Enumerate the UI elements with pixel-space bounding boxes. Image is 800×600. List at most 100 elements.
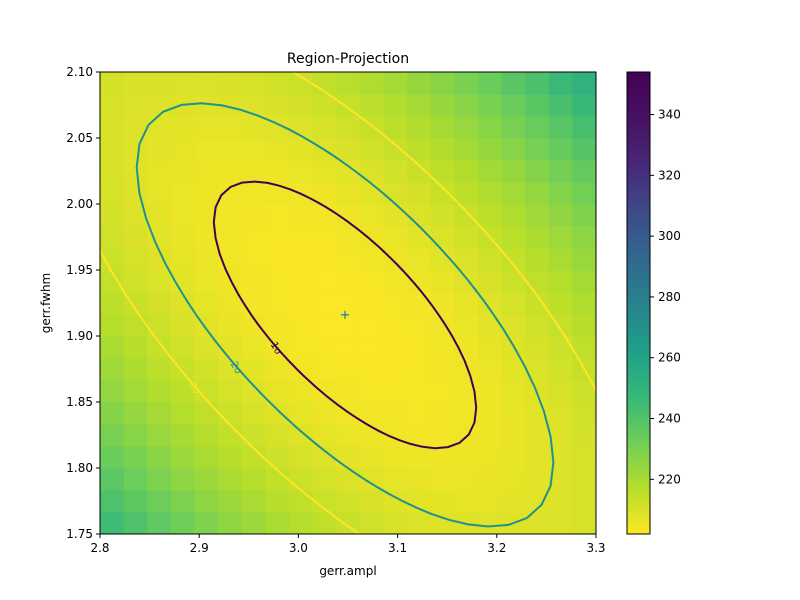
heatmap-cell — [218, 490, 243, 513]
heatmap-cell — [194, 292, 219, 315]
heatmap-cell — [241, 138, 266, 161]
heatmap-cell — [407, 204, 432, 227]
heatmap-cell — [501, 314, 526, 337]
heatmap-cell — [265, 490, 290, 513]
heatmap-cell — [477, 248, 503, 271]
heatmap-cell — [501, 182, 526, 205]
heatmap-cell — [430, 138, 455, 161]
heatmap-cell — [359, 204, 385, 227]
heatmap-cell — [336, 512, 361, 534]
heatmap-cell — [123, 138, 148, 161]
heatmap-cell — [572, 248, 596, 271]
heatmap-cell — [548, 380, 573, 403]
heatmap-cell — [477, 182, 503, 205]
heatmap-cell — [572, 424, 596, 447]
heatmap-cell — [170, 138, 196, 161]
heatmap-cell — [454, 116, 479, 139]
heatmap-cell — [572, 270, 596, 293]
heatmap-cell — [218, 512, 243, 534]
y-axis-ticks: 1.75 1.80 1.85 1.90 1.95 2.00 2.05 2.10 — [66, 65, 100, 541]
heatmap-cell — [383, 292, 408, 315]
heatmap-cell — [572, 446, 596, 469]
heatmap-cell — [123, 204, 148, 227]
heatmap-cell — [430, 358, 455, 381]
heatmap-cell — [454, 226, 479, 249]
heatmap-cell — [477, 490, 503, 513]
heatmap-cell — [218, 270, 243, 293]
heatmap-cell — [572, 72, 596, 95]
heatmap-cell — [241, 446, 266, 469]
heatmap-cell — [218, 314, 243, 337]
heatmap-cell — [265, 248, 290, 271]
heatmap-cell — [477, 468, 503, 491]
heatmap-cell — [430, 226, 455, 249]
heatmap-cell — [477, 138, 503, 161]
heatmap-cell — [407, 424, 432, 447]
heatmap-cell — [123, 446, 148, 469]
heatmap-cell — [147, 512, 172, 534]
heatmap-cell — [194, 358, 219, 381]
heatmap-cell — [407, 314, 432, 337]
heatmap-cell — [288, 138, 314, 161]
heatmap-cell — [288, 380, 314, 403]
heatmap-cell — [336, 424, 361, 447]
heatmap-cell — [336, 160, 361, 183]
heatmap-cell — [170, 380, 196, 403]
heatmap-cell — [336, 94, 361, 117]
heatmap-cell — [359, 336, 385, 359]
heatmap-cell — [100, 512, 125, 534]
heatmap-cell — [123, 182, 148, 205]
heatmap-cell — [241, 512, 266, 534]
heatmap-cell — [572, 468, 596, 491]
heatmap-cell — [194, 402, 219, 425]
x-tick-label: 3.3 — [586, 541, 605, 555]
heatmap-cell — [147, 424, 172, 447]
heatmap-cell — [100, 94, 125, 117]
heatmap-cell — [265, 160, 290, 183]
heatmap-cell — [100, 490, 125, 513]
heatmap-cell — [170, 248, 196, 271]
heatmap-cell — [218, 468, 243, 491]
heatmap-cell — [383, 182, 408, 205]
heatmap-cell — [170, 72, 196, 95]
heatmap-cell — [454, 314, 479, 337]
heatmap-cell — [525, 72, 550, 95]
heatmap-cell — [218, 446, 243, 469]
heatmap-cell — [218, 72, 243, 95]
heatmap-cell — [430, 248, 455, 271]
heatmap-cell — [288, 424, 314, 447]
colorbar-ticks: 220 240 260 280 300 320 340 — [650, 108, 681, 486]
heatmap-cell — [123, 512, 148, 534]
heatmap-cell — [501, 358, 526, 381]
heatmap-cell — [312, 490, 337, 513]
heatmap-cell — [336, 314, 361, 337]
heatmap-cell — [525, 160, 550, 183]
heatmap-cell — [407, 512, 432, 534]
heatmap-cell — [477, 72, 503, 95]
heatmap-cell — [548, 116, 573, 139]
heatmap-cell — [218, 182, 243, 205]
heatmap-cell — [477, 336, 503, 359]
heatmap-cell — [430, 204, 455, 227]
heatmap-cell — [312, 292, 337, 315]
x-tick-label: 3.0 — [289, 541, 308, 555]
heatmap-cell — [194, 248, 219, 271]
heatmap-cell — [477, 358, 503, 381]
heatmap-cell — [147, 292, 172, 315]
heatmap-cell — [147, 468, 172, 491]
heatmap-cell — [123, 116, 148, 139]
heatmap-cell — [194, 380, 219, 403]
heatmap-cell — [194, 160, 219, 183]
heatmap-cell — [194, 226, 219, 249]
heatmap-cell — [288, 94, 314, 117]
heatmap-cell — [383, 94, 408, 117]
heatmap-cell — [525, 424, 550, 447]
heatmap-cell — [548, 468, 573, 491]
heatmap — [100, 72, 596, 534]
heatmap-cell — [359, 138, 385, 161]
heatmap-cell — [548, 160, 573, 183]
heatmap-cell — [265, 424, 290, 447]
heatmap-cell — [572, 94, 596, 117]
heatmap-cell — [123, 292, 148, 315]
heatmap-cell — [288, 336, 314, 359]
